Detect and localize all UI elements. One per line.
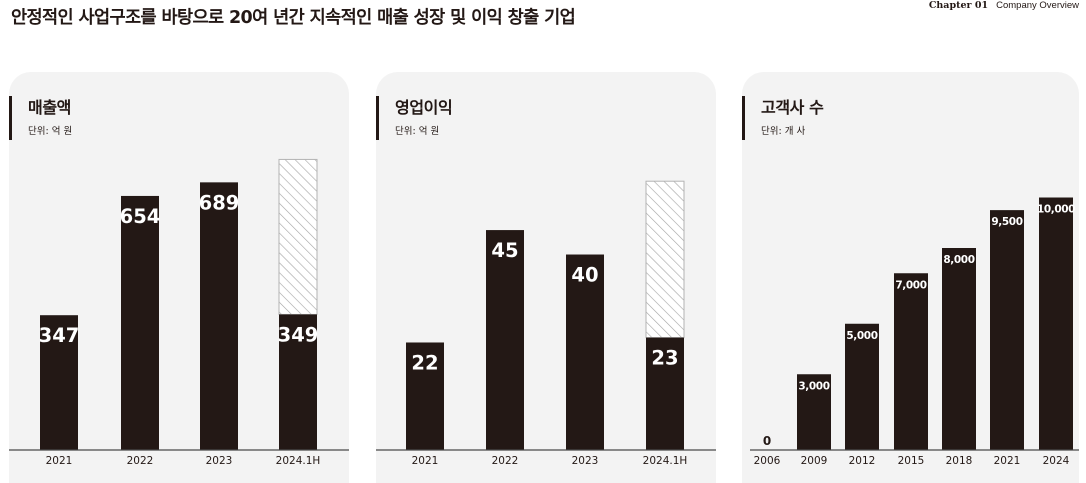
chapter-title: Company Overview: [996, 0, 1079, 11]
revenue-chart-panel: 매출액 단위: 억 원 347 2021 654 2022 689 2023 349 2024…: [9, 72, 349, 483]
value-label-2015: 7,000: [895, 279, 926, 291]
panel-accent-bar: [742, 96, 745, 140]
category-label-2023: 2023: [572, 455, 599, 467]
category-label-2006: 2006: [754, 455, 781, 467]
client-count-bar-2012: [845, 323, 879, 450]
revenue-projection-bar: [278, 158, 318, 315]
category-label-2022: 2022: [492, 455, 519, 467]
client-count-bar-2024: [1039, 197, 1073, 450]
revenue-bar-2021: [40, 315, 78, 450]
client-count-bar-2018: [942, 248, 976, 450]
value-label-2009: 3,000: [798, 380, 829, 392]
chart-unit: 단위: 개 사: [761, 126, 806, 137]
operating-profit-projection-bar: [645, 180, 685, 339]
panel-accent-bar: [9, 96, 12, 140]
chart-title: 매출액: [28, 98, 71, 117]
value-label-2023: 40: [571, 264, 598, 287]
panel-accent-bar: [376, 96, 379, 140]
category-label-2021: 2021: [994, 455, 1021, 467]
operating-profit-chart-panel: 영업이익 단위: 억 원 22 2021 45 2022 40 2023 23 2024.1H: [376, 72, 716, 483]
chapter-indicator: Chapter 01 Company Overview: [929, 0, 1079, 11]
client-count-bar-2021: [990, 210, 1024, 450]
category-label-2023: 2023: [206, 455, 233, 467]
value-label-2024.1H: 23: [651, 347, 678, 370]
operating-profit-bar-2021: [406, 342, 444, 450]
revenue-bar-2023: [200, 182, 238, 450]
client-count-bar-2015: [894, 273, 928, 450]
category-label-2012: 2012: [849, 455, 876, 467]
category-label-2024: 2024: [1043, 455, 1070, 467]
value-label-2021: 22: [411, 351, 438, 374]
value-label-2024.1H: 349: [278, 323, 319, 346]
client-count-chart-panel: 고객사 수 단위: 개 사 0 2006 3,000 2009 5,000 2012 7,0…: [742, 72, 1079, 483]
value-label-2021: 347: [39, 324, 80, 347]
page-headline: 안정적인 사업구조를 바탕으로 20여 년간 지속적인 매출 성장 및 이익 창…: [11, 8, 576, 28]
operating-profit-chart: 22 2021 45 2022 40 2023 23 2024.1H: [376, 180, 716, 467]
category-label-2021: 2021: [46, 455, 73, 467]
chart-title: 고객사 수: [761, 98, 824, 117]
category-label-2024.1H: 2024.1H: [643, 455, 688, 467]
value-label-2022: 654: [120, 205, 161, 228]
category-label-2018: 2018: [946, 455, 973, 467]
client-count-bar-2009: [797, 374, 831, 450]
value-label-2022: 45: [491, 239, 518, 262]
chart-title: 영업이익: [395, 98, 453, 117]
value-label-2006: 0: [763, 434, 771, 448]
revenue-chart: 347 2021 654 2022 689 2023 349 2024.1H: [9, 158, 349, 467]
category-label-2022: 2022: [127, 455, 154, 467]
value-label-2023: 689: [199, 191, 240, 214]
revenue-bar-2022: [121, 195, 159, 450]
revenue-bar-2024.1H: [279, 314, 317, 450]
operating-profit-bar-2022: [486, 230, 524, 450]
operating-profit-bar-2024.1H: [646, 337, 684, 450]
value-label-2012: 5,000: [846, 330, 877, 342]
category-label-2015: 2015: [898, 455, 925, 467]
value-label-2018: 8,000: [943, 254, 974, 266]
operating-profit-bar-2023: [566, 254, 604, 450]
category-label-2024.1H: 2024.1H: [276, 455, 321, 467]
value-label-2021: 9,500: [991, 216, 1022, 228]
chart-unit: 단위: 억 원: [395, 126, 440, 137]
chart-unit: 단위: 억 원: [28, 126, 73, 137]
category-label-2021: 2021: [412, 455, 439, 467]
chapter-label: Chapter 01: [928, 0, 989, 11]
category-label-2009: 2009: [801, 455, 828, 467]
value-label-2024: 10,000: [1037, 204, 1075, 216]
client-count-chart: 0 2006 3,000 2009 5,000 2012 7,000 2015 8,000 201…: [750, 197, 1079, 467]
